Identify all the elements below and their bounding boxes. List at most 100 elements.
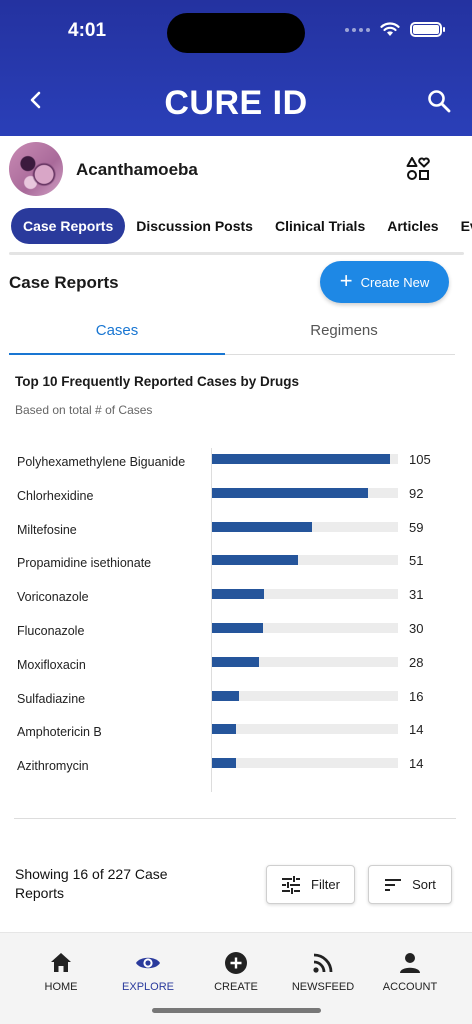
chart-row: Voriconazole 31 [0, 575, 472, 609]
bar [212, 690, 239, 701]
bar-label: Chlorhexidine [17, 488, 94, 503]
subtab-divider [9, 354, 455, 355]
filter-label: Filter [311, 877, 340, 892]
bar [212, 521, 312, 532]
bar-value: 14 [409, 722, 424, 738]
bar-value: 28 [409, 654, 424, 670]
plus-icon: + [339, 268, 353, 293]
person-icon [400, 953, 420, 973]
nav-newsfeed[interactable]: NEWSFEED [278, 950, 368, 993]
bar-track [212, 656, 398, 667]
subtab-cases[interactable]: Cases [95, 322, 139, 339]
tab-clinical-trials[interactable]: Clinical Trials [274, 218, 366, 234]
bar-value: 59 [409, 519, 424, 535]
chart-divider [14, 818, 456, 819]
nav-home-label: HOME [44, 981, 78, 993]
topic-name: Acanthamoeba [76, 160, 198, 179]
wifi-icon [380, 22, 400, 36]
tab-discussion-posts[interactable]: Discussion Posts [136, 218, 253, 234]
home-indicator [152, 1008, 321, 1013]
nav-create-label: CREATE [214, 981, 258, 993]
status-icons [345, 22, 445, 37]
app-header: 4:01 CURE ID [0, 0, 472, 136]
nav-explore[interactable]: EXPLORE [103, 950, 193, 993]
bar-label: Propamidine isethionate [17, 556, 152, 571]
bar [212, 589, 264, 600]
bar-value: 14 [409, 756, 424, 772]
chart-subtitle: Based on total # of Cases [15, 403, 153, 417]
nav-home[interactable]: HOME [16, 950, 106, 993]
status-time: 4:01 [68, 20, 107, 41]
search-icon[interactable] [426, 88, 452, 114]
bar-track [212, 623, 398, 633]
bar [212, 724, 236, 735]
bar-track [212, 555, 398, 566]
tab-events[interactable]: Ev [460, 218, 472, 234]
bar-value: 51 [409, 553, 424, 569]
signal-icon [345, 27, 370, 32]
tabs-divider [9, 252, 464, 255]
filter-button[interactable]: Filter [266, 865, 355, 904]
bar-label: Miltefosine [17, 522, 77, 537]
create-new-button[interactable]: + Create New [320, 261, 449, 303]
topic-avatar [9, 142, 63, 196]
bar-label: Sulfadiazine [17, 691, 86, 706]
chart-row: Chlorhexidine 92 [0, 474, 472, 508]
bar-value: 30 [409, 621, 424, 636]
chart-row: Propamidine isethionate 51 [0, 541, 472, 575]
results-count: Showing 16 of 227 Case Reports [15, 866, 168, 901]
bar-chart: Polyhexamethylene Biguanide 105 Chlorhexid… [0, 440, 472, 800]
sort-label: Sort [412, 877, 436, 892]
chart-row: Moxifloxacin 28 [0, 643, 472, 677]
sort-button[interactable]: Sort [368, 865, 452, 904]
bar [212, 487, 368, 498]
chevron-left-icon[interactable] [24, 86, 48, 114]
rss-icon [313, 953, 333, 973]
chart-row: Miltefosine 59 [0, 508, 472, 542]
nav-newsfeed-label: NEWSFEED [291, 981, 355, 993]
bar [212, 758, 236, 769]
bar-track [212, 589, 398, 600]
chart-axis [211, 448, 212, 792]
bar-track [212, 724, 398, 735]
bar [212, 454, 390, 464]
tab-case-reports[interactable]: Case Reports [11, 208, 126, 244]
bar-track [212, 454, 398, 464]
bar-track [212, 758, 398, 769]
nav-create[interactable]: CREATE [191, 950, 281, 993]
nav-account-label: ACCOUNT [382, 981, 438, 993]
sort-icon [385, 878, 402, 891]
bar-value: 16 [409, 688, 424, 704]
create-new-label: Create New [360, 274, 430, 290]
bar-label: Moxifloxacin [17, 657, 86, 672]
bar-track [212, 521, 398, 532]
bar-label: Polyhexamethylene Biguanide [17, 455, 186, 469]
app-title: CURE ID [164, 84, 308, 122]
tab-articles[interactable]: Articles [387, 218, 439, 234]
sliders-icon [282, 875, 301, 894]
subtab-active-indicator [9, 353, 225, 355]
eye-icon [136, 957, 160, 969]
shapes-heart-icon[interactable] [406, 157, 430, 181]
nav-explore-label: EXPLORE [122, 981, 174, 993]
nav-account[interactable]: ACCOUNT [365, 950, 455, 993]
bar-label: Azithromycin [17, 759, 89, 774]
bar-value: 92 [409, 485, 424, 501]
bar-track [212, 690, 398, 701]
chart-row: Azithromycin 14 [0, 744, 472, 778]
chart-title: Top 10 Frequently Reported Cases by Drug… [15, 374, 300, 389]
chart-row: Fluconazole 30 [0, 609, 472, 643]
bar-label: Amphotericin B [17, 725, 102, 740]
bar [212, 623, 263, 633]
content-tabs: Case Reports Discussion Posts Clinical T… [11, 208, 472, 244]
plus-circle-icon [225, 952, 247, 974]
bar [212, 656, 259, 667]
bar [212, 555, 298, 566]
bar-track [212, 487, 398, 498]
subtab-regimens[interactable]: Regimens [310, 322, 378, 339]
chart-row: Amphotericin B 14 [0, 710, 472, 744]
bar-value: 31 [409, 587, 424, 603]
chart-row: Sulfadiazine 16 [0, 677, 472, 711]
chart-row: Polyhexamethylene Biguanide 105 [0, 440, 472, 474]
home-icon [51, 953, 71, 972]
